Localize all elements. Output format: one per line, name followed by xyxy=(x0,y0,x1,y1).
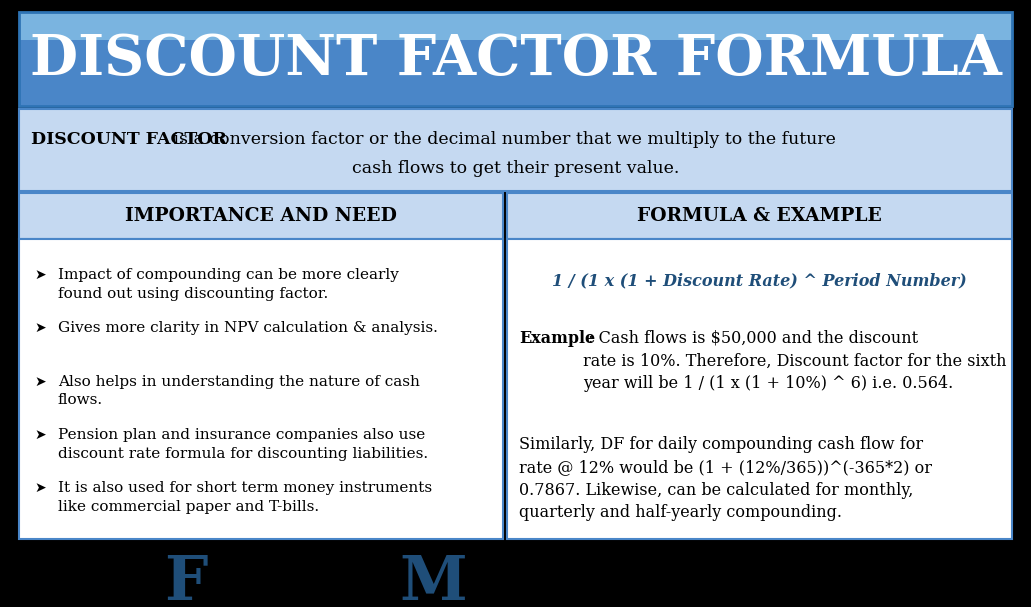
Text: ➤: ➤ xyxy=(34,481,45,495)
Text: Pension plan and insurance companies also use
discount rate formula for discount: Pension plan and insurance companies als… xyxy=(58,428,428,461)
Text: M: M xyxy=(399,553,467,607)
Text: Gives more clarity in NPV calculation & analysis.: Gives more clarity in NPV calculation & … xyxy=(58,321,437,335)
Text: DISCOUNT FACTOR FORMULA: DISCOUNT FACTOR FORMULA xyxy=(30,32,1001,87)
Text: F: F xyxy=(164,553,207,607)
Text: It is also used for short term money instruments
like commercial paper and T-bil: It is also used for short term money ins… xyxy=(58,481,432,514)
Bar xyxy=(19,109,1012,191)
Text: cash flows to get their present value.: cash flows to get their present value. xyxy=(352,160,679,177)
Text: Example: Example xyxy=(519,330,595,347)
Text: Impact of compounding can be more clearly
found out using discounting factor.: Impact of compounding can be more clearl… xyxy=(58,268,399,300)
Text: is a conversion factor or the decimal number that we multiply to the future: is a conversion factor or the decimal nu… xyxy=(168,131,836,148)
Text: Similarly, DF for daily compounding cash flow for
rate @ 12% would be (1 + (12%/: Similarly, DF for daily compounding cash… xyxy=(519,436,932,521)
Text: ➤: ➤ xyxy=(34,375,45,388)
Text: DISCOUNT FACTOR: DISCOUNT FACTOR xyxy=(31,131,227,148)
Text: ➤: ➤ xyxy=(34,268,45,282)
Bar xyxy=(506,193,1012,239)
Text: ➤: ➤ xyxy=(34,428,45,442)
Text: ➤: ➤ xyxy=(34,321,45,335)
Bar xyxy=(19,12,1012,106)
Text: Also helps in understanding the nature of cash
flows.: Also helps in understanding the nature o… xyxy=(58,375,420,407)
Bar xyxy=(19,239,502,539)
Text: : Cash flows is $50,000 and the discount
rate is 10%. Therefore, Discount factor: : Cash flows is $50,000 and the discount… xyxy=(583,330,1006,392)
Bar xyxy=(19,12,1012,40)
Text: IMPORTANCE AND NEED: IMPORTANCE AND NEED xyxy=(125,207,397,225)
Bar xyxy=(19,12,1012,106)
Text: 1 / (1 x (1 + Discount Rate) ^ Period Number): 1 / (1 x (1 + Discount Rate) ^ Period Nu… xyxy=(553,272,967,289)
Bar xyxy=(19,193,502,239)
Bar xyxy=(506,239,1012,539)
Text: FORMULA & EXAMPLE: FORMULA & EXAMPLE xyxy=(637,207,882,225)
